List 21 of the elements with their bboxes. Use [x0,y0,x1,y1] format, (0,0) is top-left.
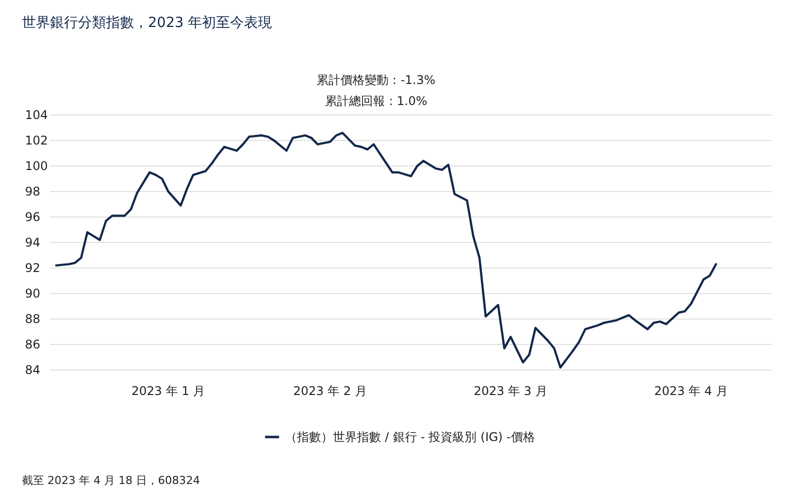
text: 累計價格變動：-1.3% [316,73,436,87]
y-tick-label: 102 [25,134,48,148]
x-tick-label: 2023 年 3 月 [474,384,548,398]
line-series [55,132,718,369]
y-tick-label: 96 [25,210,40,224]
y-tick-label: 100 [25,159,48,173]
y-tick-label: 94 [25,236,40,250]
x-tick-label: 2023 年 4 月 [654,384,728,398]
y-tick-label: 84 [25,363,40,377]
y-tick-label: 88 [25,312,40,326]
y-tick-label: 98 [25,184,40,198]
y-tick-label: 104 [25,108,48,122]
y-tick-label: 90 [25,286,40,300]
chart-title: 世界銀行分類指數，2023 年初至今表現 [22,15,272,31]
text: 截至 2023 年 4 月 18 日，608324 [22,474,200,487]
x-tick-label: 2023 年 1 月 [131,384,206,398]
x-tick-label: 2023 年 2 月 [293,384,367,398]
legend-label: （指數）世界指數 / 銀行 - 投資級別 (IG) -價格 [285,430,535,444]
y-tick-label: 86 [25,338,40,352]
y-tick-label: 92 [25,261,40,275]
text: 累計總回報：1.0% [324,94,428,108]
